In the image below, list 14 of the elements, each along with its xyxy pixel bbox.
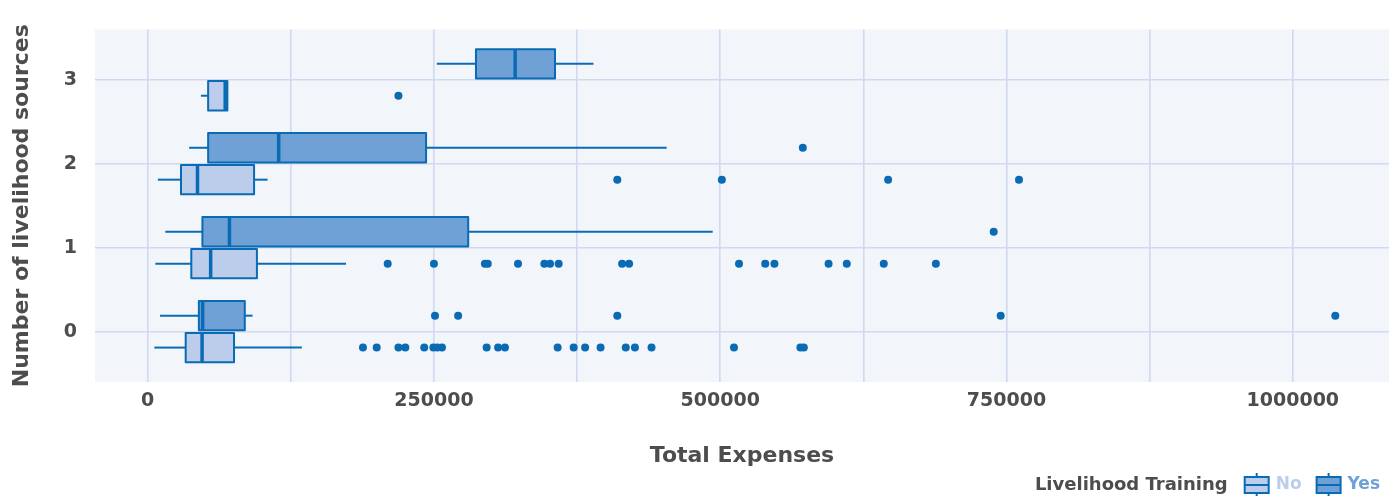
y-tick-label: 2 [63,150,77,173]
y-tick-label: 1 [63,234,77,257]
x-tick-label: 500000 [680,388,760,411]
legend-title: Livelihood Training [1034,472,1228,494]
legend-label: Yes [1346,473,1381,494]
x-tick-label: 0 [141,388,155,411]
x-tick-label: 1000000 [1246,388,1340,411]
y-tick-label: 0 [63,318,77,341]
legend-label: No [1275,473,1302,494]
x-tick-label: 250000 [394,388,474,411]
y-axis-title: Number of livelihood sources [7,24,33,388]
x-tick-label: 750000 [966,388,1047,411]
x-axis-title: Total Expenses [649,441,835,467]
y-tick-label: 3 [63,66,77,89]
